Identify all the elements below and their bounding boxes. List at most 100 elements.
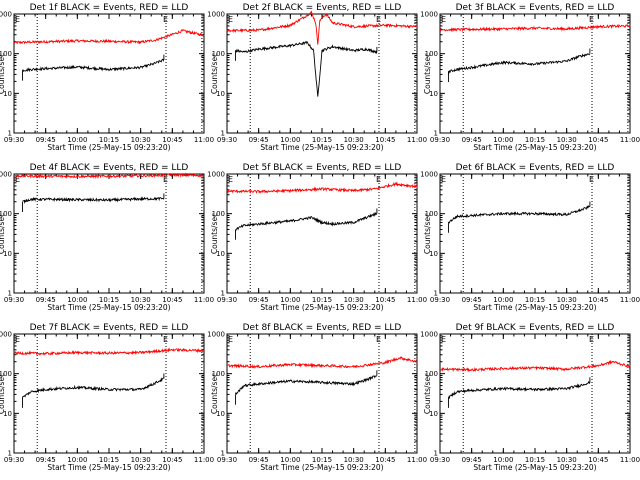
x-tick-label: 10:30 <box>131 456 151 464</box>
y-tick-label: 10 <box>429 410 438 418</box>
start-marker-label: E <box>441 175 446 184</box>
x-tick-label: 10:30 <box>344 456 364 464</box>
events-series-line <box>22 196 165 204</box>
x-tick-label: 11:00 <box>620 136 640 144</box>
x-tick-label: 10:15 <box>99 136 119 144</box>
events-series-line <box>235 41 378 97</box>
lld-series-line <box>439 359 631 373</box>
y-tick-label: 10 <box>3 250 12 258</box>
x-tick-label: 10:45 <box>162 456 182 464</box>
plot-frame <box>439 173 631 294</box>
x-tick-label: 10:15 <box>525 136 545 144</box>
end-marker-label: E <box>163 335 168 344</box>
y-tick-label: 100 <box>212 50 225 58</box>
chart-panel: Det 9f BLACK = Events, RED = LLD 1 10 100 10… <box>420 323 640 472</box>
panel-title: Det 4f BLACK = Events, RED = LLD <box>30 163 189 173</box>
y-tick-label: 1000 <box>0 331 12 339</box>
y-tick-label: 1 <box>434 450 438 458</box>
x-tick-label: 10:00 <box>67 296 87 304</box>
x-tick-label: 11:00 <box>194 136 214 144</box>
x-tick-label: 10:15 <box>312 456 332 464</box>
chart-panel: Det 5f BLACK = Events, RED = LLD 1 10 100 10… <box>207 163 427 312</box>
y-tick-label: 100 <box>212 210 225 218</box>
y-tick-label: 1000 <box>420 331 438 339</box>
y-tick-label: 100 <box>0 50 12 58</box>
x-tick-label: 10:15 <box>525 296 545 304</box>
x-tick-label: 10:00 <box>280 456 300 464</box>
panel-title: Det 2f BLACK = Events, RED = LLD <box>243 3 402 13</box>
y-tick-label: 100 <box>212 370 225 378</box>
y-axis-label: Counts/sec <box>0 373 6 414</box>
y-tick-label: 10 <box>216 250 225 258</box>
end-marker-label: E <box>376 15 381 24</box>
lld-series-line <box>226 181 418 195</box>
x-axis-label: Start Time (25-May-15 09:23:20) <box>473 463 596 472</box>
y-tick-label: 100 <box>425 370 438 378</box>
x-tick-label: 11:00 <box>194 456 214 464</box>
y-tick-label: 1000 <box>420 11 438 19</box>
panel-title: Det 6f BLACK = Events, RED = LLD <box>456 163 615 173</box>
x-tick-label: 10:30 <box>557 296 577 304</box>
start-marker-label: E <box>228 175 233 184</box>
events-series-line <box>235 211 378 231</box>
x-tick-label: 10:15 <box>99 296 119 304</box>
x-tick-label: 11:00 <box>407 136 427 144</box>
events-series-line <box>22 58 165 73</box>
y-axis-label: Counts/sec <box>0 213 6 254</box>
start-marker-label: E <box>15 15 20 24</box>
x-axis-label: Start Time (25-May-15 09:23:20) <box>473 143 596 152</box>
y-tick-label: 10 <box>429 90 438 98</box>
lld-series-line <box>13 172 205 180</box>
chart-panel: Det 8f BLACK = Events, RED = LLD 1 10 100 10… <box>207 323 427 472</box>
start-marker-label: E <box>228 335 233 344</box>
y-tick-label: 10 <box>3 410 12 418</box>
y-tick-label: 10 <box>429 250 438 258</box>
y-tick-label: 100 <box>0 210 12 218</box>
x-tick-label: 10:45 <box>375 136 395 144</box>
x-tick-label: 10:30 <box>557 456 577 464</box>
events-series-line <box>448 53 591 75</box>
plot-frame <box>13 173 205 294</box>
start-marker-label: E <box>441 15 446 24</box>
plot-frame <box>439 13 631 134</box>
x-tick-label: 10:45 <box>375 456 395 464</box>
y-tick-label: 1 <box>221 130 225 138</box>
x-axis-label: Start Time (25-May-15 09:23:20) <box>47 303 170 312</box>
panel-title: Det 1f BLACK = Events, RED = LLD <box>30 3 189 13</box>
x-tick-label: 10:00 <box>67 136 87 144</box>
y-tick-label: 1000 <box>0 11 12 19</box>
chart-panel: Det 4f BLACK = Events, RED = LLD 1 10 100 10… <box>0 163 214 312</box>
y-tick-label: 1 <box>221 290 225 298</box>
x-tick-label: 11:00 <box>407 456 427 464</box>
y-tick-label: 1 <box>8 290 12 298</box>
x-tick-label: 09:30 <box>430 456 450 464</box>
y-tick-label: 10 <box>216 410 225 418</box>
x-tick-label: 10:00 <box>493 456 513 464</box>
y-tick-label: 10 <box>216 90 225 98</box>
x-tick-label: 10:45 <box>588 296 608 304</box>
y-axis-label: Counts/sec <box>423 53 432 94</box>
panel-title: Det 7f BLACK = Events, RED = LLD <box>30 323 189 333</box>
x-tick-label: 10:15 <box>525 456 545 464</box>
end-marker-label: E <box>589 15 594 24</box>
x-tick-label: 09:45 <box>36 296 56 304</box>
plot-frame <box>13 333 205 454</box>
lld-series-line <box>13 347 205 356</box>
events-series-line <box>448 205 590 224</box>
lld-series-line <box>13 28 205 45</box>
x-tick-label: 09:45 <box>249 136 269 144</box>
y-tick-label: 10 <box>3 90 12 98</box>
x-tick-label: 09:30 <box>4 136 24 144</box>
y-tick-label: 1 <box>221 450 225 458</box>
x-tick-label: 09:45 <box>36 136 56 144</box>
start-marker-label: E <box>228 15 233 24</box>
panel-title: Det 9f BLACK = Events, RED = LLD <box>456 323 615 333</box>
lld-series-line <box>439 23 631 33</box>
x-tick-label: 10:15 <box>312 136 332 144</box>
x-tick-label: 09:30 <box>4 296 24 304</box>
start-marker-label: E <box>441 335 446 344</box>
x-axis-label: Start Time (25-May-15 09:23:20) <box>47 143 170 152</box>
x-tick-label: 10:30 <box>344 296 364 304</box>
x-tick-label: 09:45 <box>36 456 56 464</box>
